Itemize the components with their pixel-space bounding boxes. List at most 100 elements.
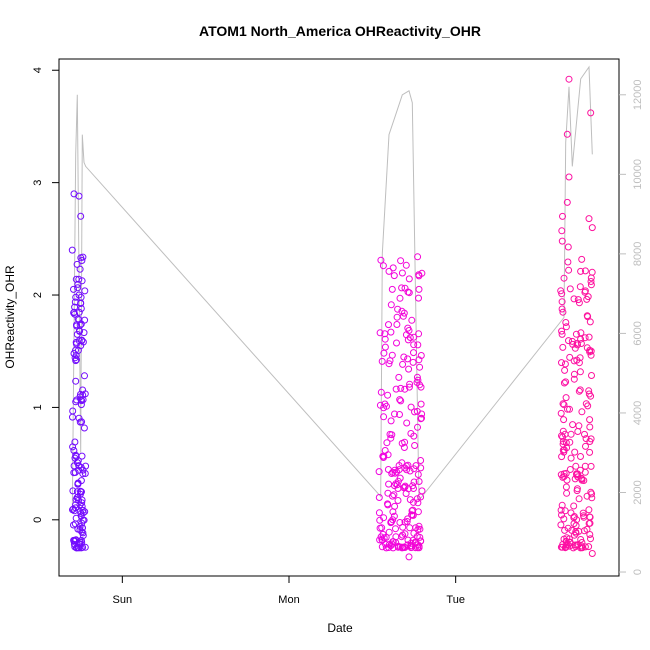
point [416,363,424,371]
point [408,316,416,324]
point [77,342,85,350]
point [69,487,77,495]
point [571,475,579,483]
point [70,540,78,548]
point [559,438,567,445]
point [414,471,422,478]
point [392,533,400,541]
point [406,524,414,532]
point [70,285,77,293]
point [74,479,82,487]
point [588,268,596,276]
point [574,428,582,435]
point [381,400,389,408]
point [558,330,566,338]
point [376,524,384,532]
point [72,356,80,364]
y2-tick-label-3: 6000 [632,321,644,345]
point [575,387,583,395]
point [566,438,574,446]
point [72,357,80,365]
point [414,499,422,507]
y2-tick-label-6: 12000 [632,79,644,110]
point [578,539,586,546]
point [559,212,566,220]
point [73,322,81,330]
point [71,454,79,462]
bottom-axis: Sun Mon Tue [113,576,465,606]
point [581,462,589,470]
x-tick-label-0: Sun [113,594,133,606]
point [586,448,594,456]
point [415,272,423,280]
point [577,335,585,343]
point [385,544,393,551]
point [396,411,403,418]
point [385,321,392,329]
point [579,509,587,517]
point [404,336,412,344]
point [587,281,595,289]
point [586,423,594,431]
point [566,353,574,361]
point [381,335,389,343]
point [414,253,422,261]
point [385,528,393,536]
point [559,343,567,351]
point [394,305,402,313]
point [572,522,580,530]
point [582,442,589,450]
point [81,372,88,380]
point [586,348,594,356]
point [79,516,87,524]
point [581,543,589,551]
point [391,469,399,477]
point [567,430,575,438]
point [558,359,565,367]
point [570,514,578,522]
point [560,416,568,424]
point [76,501,84,509]
point [417,383,425,391]
point [71,543,79,551]
y2-tick-label-1: 2000 [632,480,644,504]
point [588,550,596,557]
point [563,534,571,542]
point [398,439,406,447]
point [418,414,425,422]
point [564,405,571,413]
y2-tick-label-2: 4000 [632,401,644,425]
point [400,444,408,451]
point [562,378,570,386]
point [576,368,584,376]
point [388,431,396,439]
point [381,343,389,351]
point [581,430,588,438]
y-tick-label-0: 0 [32,517,44,523]
point [563,444,571,452]
point-layer [68,75,596,561]
point [566,405,573,413]
point [384,466,392,473]
point [578,475,586,483]
point [405,275,413,283]
point [583,492,591,500]
point [587,278,595,285]
point [396,396,404,404]
point [587,392,595,400]
point [404,355,412,363]
point [578,255,586,263]
y-tick-label-4: 4 [32,67,44,73]
point [415,285,423,293]
point [406,467,414,475]
point [581,468,589,476]
point [70,350,78,357]
point [415,522,423,530]
point [77,401,85,409]
point [385,480,393,488]
point [560,274,568,282]
point [399,360,407,368]
point [411,442,419,449]
point [402,261,410,269]
point [409,506,417,514]
